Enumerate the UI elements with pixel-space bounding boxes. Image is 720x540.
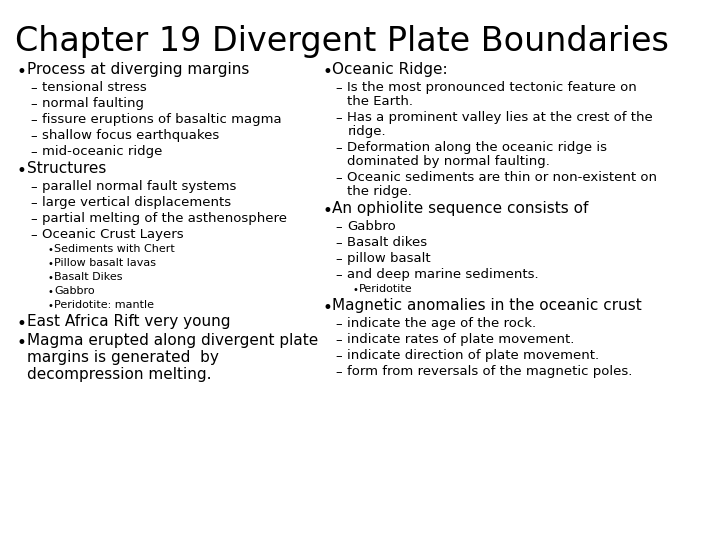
Text: Magnetic anomalies in the oceanic crust: Magnetic anomalies in the oceanic crust: [332, 298, 642, 313]
Text: –: –: [336, 82, 342, 95]
Text: –: –: [30, 82, 37, 95]
Text: –: –: [30, 98, 37, 111]
Text: •: •: [322, 299, 332, 317]
Text: Oceanic Crust Layers: Oceanic Crust Layers: [42, 228, 184, 241]
Text: –: –: [336, 350, 342, 363]
Text: Basalt Dikes: Basalt Dikes: [54, 272, 122, 282]
Text: –: –: [30, 181, 37, 194]
Text: •: •: [48, 259, 53, 269]
Text: Magma erupted along divergent plate: Magma erupted along divergent plate: [27, 333, 318, 348]
Text: parallel normal fault systems: parallel normal fault systems: [42, 180, 237, 193]
Text: Peridotite: Peridotite: [359, 284, 413, 294]
Text: •: •: [322, 63, 332, 81]
Text: •: •: [353, 285, 359, 295]
Text: Structures: Structures: [27, 161, 107, 176]
Text: pillow basalt: pillow basalt: [348, 252, 431, 265]
Text: •: •: [17, 315, 27, 333]
Text: •: •: [17, 162, 27, 180]
Text: •: •: [322, 202, 332, 220]
Text: Has a prominent valley lies at the crest of the: Has a prominent valley lies at the crest…: [348, 111, 653, 124]
Text: Oceanic sediments are thin or non-existent on: Oceanic sediments are thin or non-existe…: [348, 171, 657, 184]
Text: form from reversals of the magnetic poles.: form from reversals of the magnetic pole…: [348, 365, 633, 378]
Text: and deep marine sediments.: and deep marine sediments.: [348, 268, 539, 281]
Text: Pillow basalt lavas: Pillow basalt lavas: [54, 258, 156, 268]
Text: tensional stress: tensional stress: [42, 81, 147, 94]
Text: Gabbro: Gabbro: [348, 220, 396, 233]
Text: the Earth.: the Earth.: [348, 95, 413, 108]
Text: the ridge.: the ridge.: [348, 185, 413, 198]
Text: –: –: [336, 253, 342, 266]
Text: –: –: [30, 213, 37, 226]
Text: –: –: [336, 318, 342, 331]
Text: large vertical displacements: large vertical displacements: [42, 196, 232, 209]
Text: normal faulting: normal faulting: [42, 97, 145, 110]
Text: Deformation along the oceanic ridge is: Deformation along the oceanic ridge is: [348, 141, 608, 154]
Text: margins is generated  by: margins is generated by: [27, 350, 219, 365]
Text: –: –: [336, 172, 342, 185]
Text: shallow focus earthquakes: shallow focus earthquakes: [42, 129, 220, 142]
Text: Chapter 19 Divergent Plate Boundaries: Chapter 19 Divergent Plate Boundaries: [15, 25, 669, 58]
Text: dominated by normal faulting.: dominated by normal faulting.: [348, 155, 550, 168]
Text: Peridotite: mantle: Peridotite: mantle: [54, 300, 154, 310]
Text: Gabbro: Gabbro: [54, 286, 95, 296]
Text: •: •: [48, 245, 53, 255]
Text: indicate the age of the rock.: indicate the age of the rock.: [348, 317, 536, 330]
Text: –: –: [336, 112, 342, 125]
Text: Is the most pronounced tectonic feature on: Is the most pronounced tectonic feature …: [348, 81, 637, 94]
Text: indicate rates of plate movement.: indicate rates of plate movement.: [348, 333, 575, 346]
Text: •: •: [17, 63, 27, 81]
Text: •: •: [48, 273, 53, 283]
Text: –: –: [30, 229, 37, 242]
Text: mid-oceanic ridge: mid-oceanic ridge: [42, 145, 163, 158]
Text: Process at diverging margins: Process at diverging margins: [27, 62, 250, 77]
Text: Basalt dikes: Basalt dikes: [348, 236, 428, 249]
Text: •: •: [48, 301, 53, 311]
Text: Sediments with Chert: Sediments with Chert: [54, 244, 175, 254]
Text: indicate direction of plate movement.: indicate direction of plate movement.: [348, 349, 600, 362]
Text: fissure eruptions of basaltic magma: fissure eruptions of basaltic magma: [42, 113, 282, 126]
Text: ridge.: ridge.: [348, 125, 386, 138]
Text: •: •: [48, 287, 53, 297]
Text: •: •: [17, 334, 27, 352]
Text: partial melting of the asthenosphere: partial melting of the asthenosphere: [42, 212, 287, 225]
Text: –: –: [336, 221, 342, 234]
Text: –: –: [30, 114, 37, 127]
Text: –: –: [30, 130, 37, 143]
Text: –: –: [336, 237, 342, 250]
Text: –: –: [336, 142, 342, 155]
Text: –: –: [30, 146, 37, 159]
Text: An ophiolite sequence consists of: An ophiolite sequence consists of: [332, 201, 588, 216]
Text: –: –: [30, 197, 37, 210]
Text: East Africa Rift very young: East Africa Rift very young: [27, 314, 230, 329]
Text: –: –: [336, 269, 342, 282]
Text: –: –: [336, 366, 342, 379]
Text: decompression melting.: decompression melting.: [27, 367, 212, 382]
Text: Oceanic Ridge:: Oceanic Ridge:: [332, 62, 448, 77]
Text: –: –: [336, 334, 342, 347]
